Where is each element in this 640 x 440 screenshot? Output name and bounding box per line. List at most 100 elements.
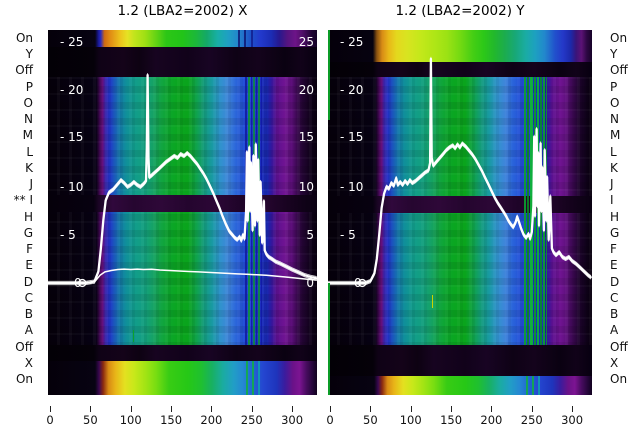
edge-green-stripe — [328, 283, 330, 395]
row-label-left-10: ** I — [13, 193, 33, 208]
row-label-right-0: On — [610, 31, 628, 45]
heatmap-band-on-top-y — [328, 30, 592, 62]
panel-x: - 25 - 20 - 15 - 10 - 5 0 25 20 15 10 5 0 — [48, 30, 317, 395]
y-axis-label-left-y: 0 — [354, 276, 362, 290]
x-tick-label: 50 — [363, 413, 378, 427]
x-tick — [572, 406, 574, 412]
row-label-left-19: Off — [15, 339, 33, 354]
rfi-stripe — [524, 77, 526, 345]
y-axis-label-right-x: 15 — [298, 130, 314, 144]
y-axis-label-left-x: - 10 — [60, 180, 84, 194]
row-label-left-8: K — [25, 160, 33, 175]
x-tick-label: 0 — [46, 413, 54, 427]
x-tick — [370, 406, 372, 412]
y-axis-label-left-y: - 15 — [340, 130, 364, 144]
curve-overlay-x — [48, 73, 317, 288]
x-tick — [292, 406, 294, 412]
row-label-right-20: X — [610, 355, 619, 370]
heatmap-band-dark-bottom-x — [48, 345, 317, 361]
y-axis-label-left-y: - 10 — [340, 180, 364, 194]
band-stripe — [526, 376, 528, 395]
x-tick-label: 200 — [200, 413, 223, 427]
y-axis-label-right-x: 10 — [298, 180, 314, 194]
row-label-left-18: A — [24, 323, 33, 338]
row-label-left-14: E — [25, 258, 33, 273]
rfi-fleck — [432, 295, 433, 308]
rfi-stripe — [530, 77, 533, 345]
y-axis-label-left-y: - 25 — [340, 35, 364, 49]
row-label-right-6: M — [610, 128, 621, 143]
row-label-right-1: Y — [610, 47, 618, 62]
row-label-left-4: O — [23, 95, 33, 110]
x-tick — [330, 406, 331, 412]
bandpass-echo-x — [48, 73, 317, 282]
row-label-left-0: On — [15, 31, 33, 45]
y-axis-label-left-x: - 20 — [60, 83, 84, 97]
row-label-left-21: On — [15, 372, 33, 387]
band-stripe — [244, 30, 246, 47]
heatmap-band-on-bottom-x — [48, 361, 317, 395]
rfi-fleck — [133, 330, 134, 342]
row-label-right-5: N — [610, 112, 619, 127]
row-label-left-5: N — [24, 112, 33, 127]
band-stripe — [252, 361, 254, 395]
row-label-left-20: X — [24, 355, 33, 370]
x-tick — [130, 406, 132, 412]
x-tick — [90, 406, 92, 412]
x-tick-label: 100 — [119, 413, 142, 427]
band-stripe — [238, 30, 240, 47]
y-axis-label-left-x: - 25 — [60, 35, 84, 49]
curve-overlay-y — [328, 56, 592, 288]
y-axis-label-right-x: 25 — [298, 35, 314, 49]
baseline-curve-x — [48, 268, 317, 284]
row-label-right-12: G — [610, 225, 620, 240]
row-label-right-14: E — [610, 258, 618, 273]
bandpass-curve-x — [48, 74, 317, 285]
row-label-left-11: H — [23, 209, 33, 224]
heatmap-band-dark-top-x — [48, 47, 317, 77]
y-axis-label-left-y: - 5 — [340, 228, 356, 242]
heatmap-band-dark-bottom-y — [328, 345, 592, 376]
row-label-right-2: Off — [610, 63, 628, 78]
row-label-left-17: B — [24, 307, 33, 322]
x-tick — [410, 406, 412, 412]
y-axis-label-left-x: 0 — [74, 276, 82, 290]
row-label-right-13: F — [610, 242, 617, 257]
x-tick — [251, 406, 253, 412]
x-tick-label: 150 — [440, 413, 463, 427]
x-tick — [491, 406, 493, 412]
row-label-right-19: Off — [610, 339, 628, 354]
x-tick — [171, 406, 173, 412]
bandpass-echo-x — [48, 76, 317, 286]
bandpass-curve-y — [328, 57, 592, 285]
y-axis-label-right-x: 0 — [306, 276, 314, 290]
zero-marker-y — [358, 278, 367, 288]
row-label-left-6: M — [22, 128, 33, 143]
row-label-right-17: B — [610, 307, 619, 322]
row-label-left-15: D — [23, 274, 33, 289]
y-axis-label-left-x: - 15 — [60, 130, 84, 144]
x-tick-label: 100 — [399, 413, 422, 427]
row-label-right-15: D — [610, 274, 620, 289]
x-tick-label: 300 — [281, 413, 304, 427]
x-tick-label: 200 — [480, 413, 503, 427]
row-label-left-3: P — [25, 79, 33, 94]
edge-green-stripe — [328, 30, 330, 120]
x-tick-label: 300 — [561, 413, 584, 427]
row-label-right-7: L — [610, 144, 617, 159]
row-label-right-10: I — [610, 193, 614, 208]
row-label-left-16: C — [24, 290, 33, 305]
heatmap-band-dark-top-y — [328, 62, 592, 77]
x-tick-label: 150 — [160, 413, 183, 427]
row-label-left-7: L — [26, 144, 33, 159]
band-stripe — [251, 30, 253, 47]
band-stripe — [246, 361, 248, 395]
row-label-right-21: On — [610, 372, 628, 387]
bandpass-echo-y — [328, 60, 592, 286]
zero-marker-x — [78, 278, 87, 288]
x-tick — [531, 406, 533, 412]
x-tick-label: 250 — [520, 413, 543, 427]
row-label-left-9: J — [29, 177, 33, 192]
y-axis-label-left-y: - 20 — [340, 83, 364, 97]
y-axis-label-right-x: 20 — [298, 83, 314, 97]
